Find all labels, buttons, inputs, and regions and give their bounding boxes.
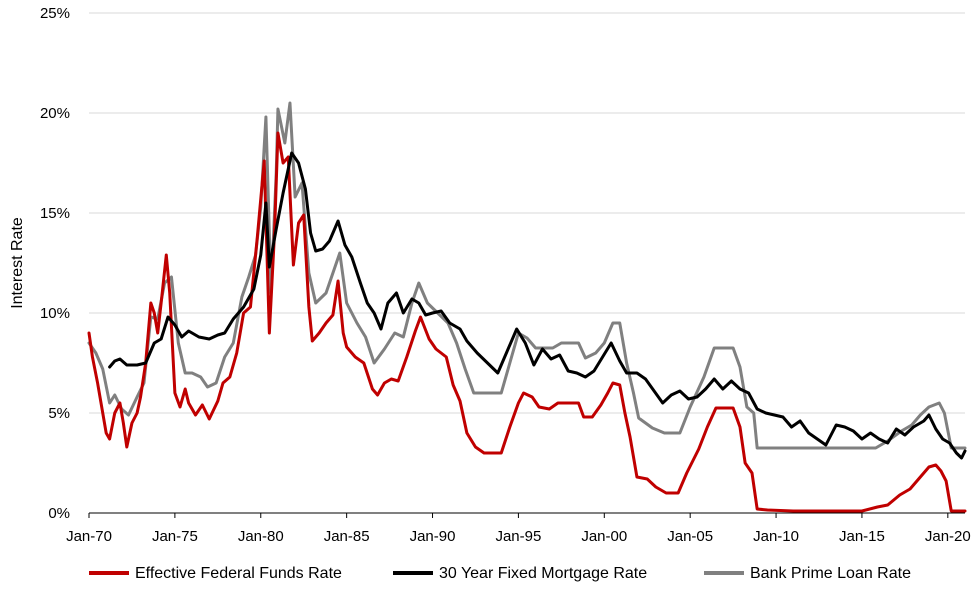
y-tick-label: 0% <box>48 505 70 522</box>
series-line-1 <box>108 151 967 460</box>
x-tick-label: Jan-70 <box>66 528 112 545</box>
y-tick-label: 25% <box>40 5 70 22</box>
x-tick-label: Jan-05 <box>667 528 713 545</box>
y-tick-label: 20% <box>40 105 70 122</box>
x-axis: Jan-70 Jan-75 Jan-80 Jan-85 Jan-90 Jan-95 Jan-… <box>66 512 971 545</box>
legend-label-2: Bank Prime Loan Rate <box>750 565 911 582</box>
y-tick-label: 15% <box>40 205 70 222</box>
x-tick-label: Jan-10 <box>753 528 799 545</box>
x-tick-label: Jan-75 <box>152 528 198 545</box>
series-line-0 <box>87 131 967 513</box>
y-tick-label: 10% <box>40 305 70 322</box>
x-tick-label: Jan-15 <box>839 528 885 545</box>
y-axis-tick-labels: 0% 5% 10% 15% 20% 25% <box>40 5 70 522</box>
series-line-2 <box>87 101 967 450</box>
x-tick-label: Jan-95 <box>495 528 541 545</box>
legend-label-1: 30 Year Fixed Mortgage Rate <box>439 565 647 582</box>
y-tick-label: 5% <box>48 405 70 422</box>
x-tick-label: Jan-85 <box>324 528 370 545</box>
y-axis-title: Interest Rate <box>9 217 26 309</box>
x-tick-label: Jan-80 <box>238 528 284 545</box>
legend-label-0: Effective Federal Funds Rate <box>135 565 342 582</box>
series-lines <box>87 101 967 513</box>
x-tick-label: Jan-00 <box>581 528 627 545</box>
x-tick-label: Jan-90 <box>410 528 456 545</box>
legend: Effective Federal Funds Rate 30 Year Fixe… <box>89 565 911 582</box>
x-tick-label: Jan-20 <box>925 528 971 545</box>
gridlines <box>89 12 965 414</box>
